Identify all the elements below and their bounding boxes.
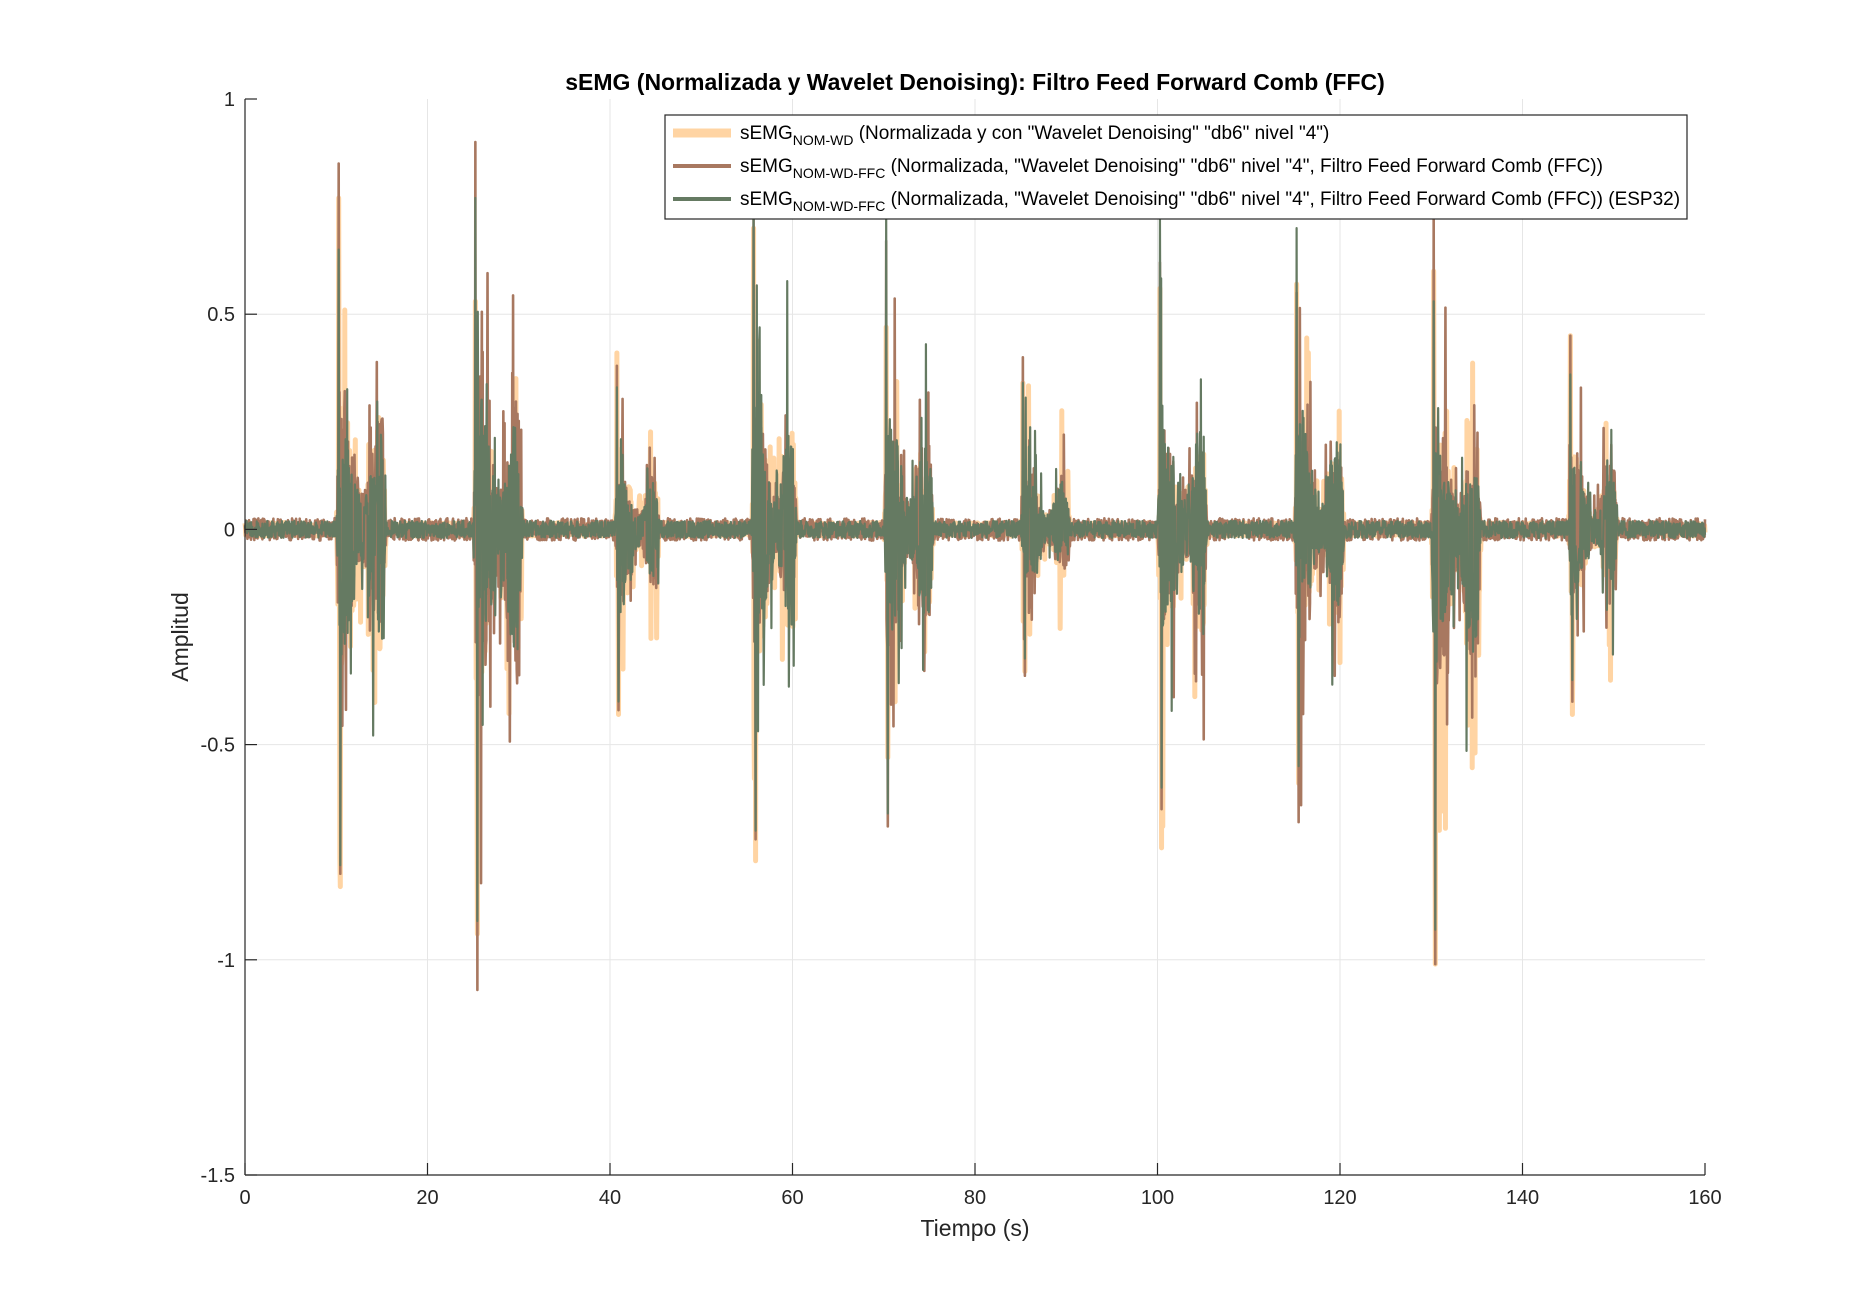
x-tick-label: 60 [781, 1187, 803, 1209]
y-tick-label: 1 [224, 89, 235, 111]
y-tick-label: 0 [224, 519, 235, 541]
legend-entry-esp32: sEMGNOM-WD-FFC (Normalizada, "Wavelet De… [740, 189, 1680, 214]
legend-entry-nom-wd: sEMGNOM-WD (Normalizada y con "Wavelet D… [740, 123, 1329, 148]
legend-box [664, 114, 1688, 220]
grid-lines [245, 99, 1705, 1175]
signal-traces [242, 140, 1708, 992]
x-tick-label: 80 [964, 1187, 986, 1209]
x-tick-label: 160 [1688, 1187, 1721, 1209]
x-axis-label: Tiempo (s) [920, 1215, 1029, 1241]
x-tick-label: 140 [1506, 1187, 1539, 1209]
y-tick-label: -1 [217, 950, 235, 972]
tick-labels: 0 20 40 60 80 100 120 140 160 -1.5 -1 -0.5 0 0.5 1 [201, 89, 1722, 1209]
x-tick-label: 120 [1323, 1187, 1356, 1209]
legend: sEMGNOM-WD (Normalizada y con "Wavelet D… [664, 114, 1688, 220]
series-line-esp32 [243, 196, 1707, 931]
y-tick-label: 0.5 [207, 304, 235, 326]
x-tick-label: 40 [599, 1187, 621, 1209]
x-tick-label: 100 [1141, 1187, 1174, 1209]
y-tick-label: -0.5 [201, 735, 235, 757]
axes [244, 98, 1706, 1176]
x-tick-label: 20 [416, 1187, 438, 1209]
y-tick-label: -1.5 [201, 1165, 235, 1187]
chart-title: sEMG (Normalizada y Wavelet Denoising): … [565, 69, 1385, 95]
x-tick-label: 0 [239, 1187, 250, 1209]
y-axis-label: Amplitud [167, 592, 193, 681]
legend-entry-ffc: sEMGNOM-WD-FFC (Normalizada, "Wavelet De… [740, 156, 1603, 181]
